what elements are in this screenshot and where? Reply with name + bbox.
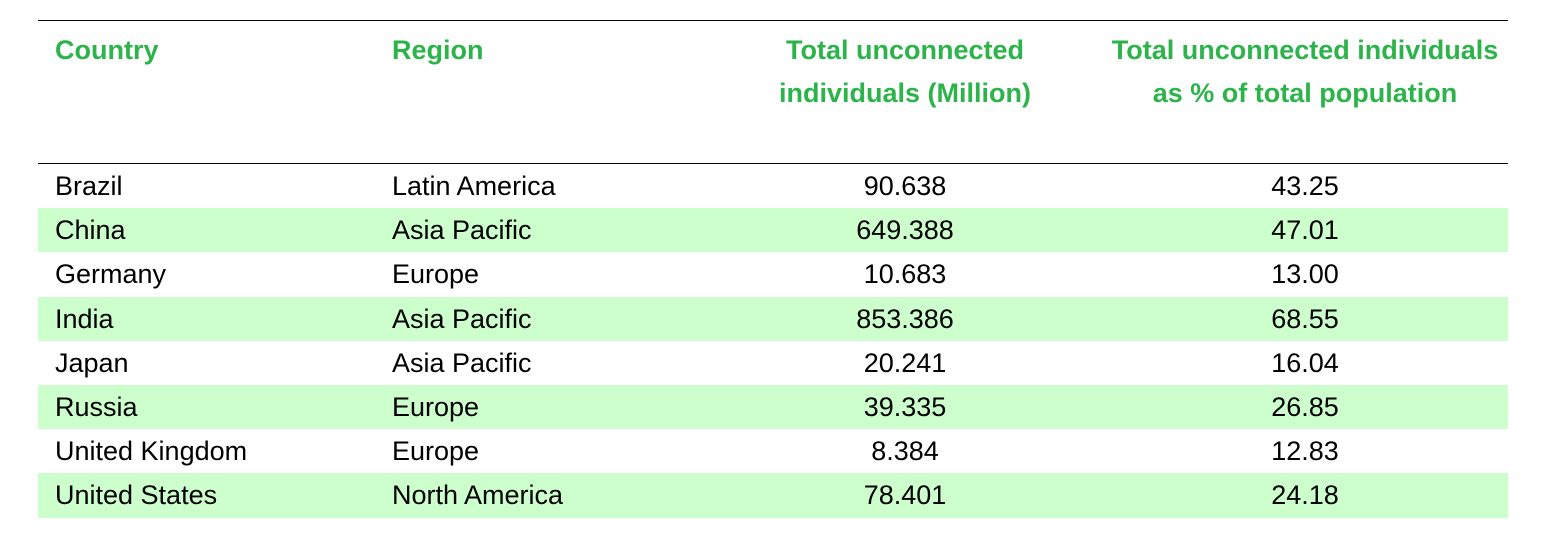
table-cell: 39.335 (863, 391, 947, 422)
table-cell: 47.01 (1271, 215, 1339, 246)
table-cell: 20.241 (863, 347, 947, 378)
table-row: India Asia Pacific 853.386 68.55 (38, 296, 1508, 341)
table-cell: 26.85 (1271, 391, 1339, 422)
table-cell: 649.388 (856, 215, 954, 246)
table-cell: 43.25 (1271, 171, 1339, 201)
table-cell: 10.683 (863, 259, 947, 290)
table-cell: China (55, 215, 126, 246)
table-row: China Asia Pacific 649.388 47.01 (38, 208, 1508, 253)
table-cell: 68.55 (1271, 303, 1339, 334)
table-cell: Asia Pacific (392, 215, 532, 246)
table-cell: Europe (392, 259, 480, 290)
table-cell: Russia (55, 391, 138, 422)
table: Country Region Total unconnected individua… (38, 20, 1508, 518)
table-cell: Europe (392, 436, 480, 467)
header-cell: Total unconnected individuals as % of to… (1111, 35, 1499, 108)
table-cell: Asia Pacific (392, 347, 532, 378)
table-cell: Europe (392, 391, 480, 422)
table-cell: North America (392, 480, 564, 511)
table-cell: 90.638 (863, 171, 947, 201)
table-row: United States North America 78.401 24.18 (38, 473, 1508, 518)
table-cell: Asia Pacific (392, 303, 532, 334)
table-cell: Latin America (392, 171, 556, 201)
table-cell: India (55, 303, 114, 334)
table-cell: United States (55, 480, 218, 511)
table-cell: 16.04 (1271, 347, 1339, 378)
table-cell: United Kingdom (55, 436, 248, 467)
table-cell: 8.384 (871, 436, 939, 467)
table-row: Brazil Latin America 90.638 43.25 (38, 164, 1508, 208)
table-cell: Japan (55, 347, 129, 378)
table-row: Russia Europe 39.335 26.85 (38, 384, 1508, 430)
header-cell: Total unconnected individuals (Million) (779, 35, 1031, 108)
table-row: United Kingdom Europe 8.384 12.83 (38, 429, 1508, 473)
table-header: Country Region Total unconnected individua… (38, 21, 1508, 164)
header-cell: Country (55, 35, 159, 65)
table-cell: 12.83 (1271, 436, 1339, 467)
table-row: Japan Asia Pacific 20.241 16.04 (38, 341, 1508, 385)
table-cell: 853.386 (856, 303, 954, 334)
header-cell: Region (392, 35, 484, 65)
table-row: Germany Europe 10.683 13.00 (38, 252, 1508, 296)
table-cell: 78.401 (863, 480, 947, 511)
table-cell: 24.18 (1271, 480, 1339, 511)
table-cell: Germany (55, 259, 167, 290)
table-cell: Brazil (55, 171, 123, 201)
table-cell: 13.00 (1271, 259, 1339, 290)
